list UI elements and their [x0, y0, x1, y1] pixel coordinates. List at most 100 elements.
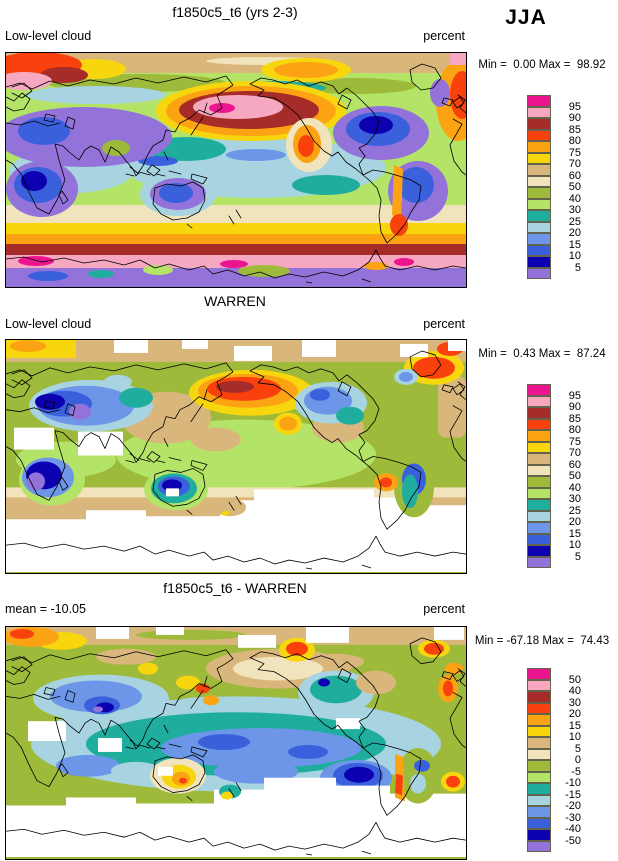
colorbar-segment: [527, 95, 551, 107]
season-label: JJA: [505, 6, 547, 29]
panel2-minmax: Min = 0.43 Max = 87.24: [478, 348, 606, 360]
panel3-header-row: mean = -10.05 rmse = 16.22 percent: [5, 602, 465, 658]
colorbar-segment: [527, 522, 551, 534]
colorbar-segment: [527, 545, 551, 557]
panel2-title: WARREN: [204, 293, 266, 309]
colorbar-segment: [527, 441, 551, 453]
colorbar-segment: [527, 679, 551, 691]
colorbar-tick-label: 95: [568, 100, 581, 113]
colorbar-segment: [527, 384, 551, 396]
colorbar-tick-label: 75: [568, 435, 581, 448]
colorbar-tick-label: 30: [568, 204, 581, 216]
colorbar-tick-label: 25: [568, 215, 581, 228]
colorbar-segment: [527, 395, 551, 407]
panel2-header-row: Low-level cloud mean= 43.49 percent: [5, 317, 465, 373]
colorbar-tick-label: -40: [565, 823, 581, 835]
colorbar-segment: [527, 737, 551, 749]
colorbar-segment: [527, 164, 551, 176]
colorbar-tick-label: 40: [568, 481, 581, 494]
colorbar-tick-label: 20: [568, 708, 581, 720]
colorbar-segment: [527, 256, 551, 268]
colorbar-segment: [527, 783, 551, 795]
panel3-difference-map: [5, 626, 467, 860]
colorbar-segment: [527, 233, 551, 245]
colorbar-segment: [527, 476, 551, 488]
colorbar-tick-label: -5: [571, 765, 581, 778]
colorbar-segment: [527, 840, 551, 852]
panel1-colorbar: 95 90 85 80 75 70 60 50 40 30 25 20 15 10 5: [527, 95, 587, 279]
colorbar-segment: [527, 702, 551, 714]
colorbar-segment: [527, 691, 551, 703]
colorbar-tick-label: 50: [568, 673, 581, 686]
colorbar-segment: [527, 794, 551, 806]
colorbar-tick-label: 60: [568, 169, 581, 182]
colorbar-tick-label: 50: [568, 181, 581, 193]
panel3-minmax: Min = -67.18 Max = 74.43: [474, 635, 610, 647]
colorbar-tick-label: 15: [568, 238, 581, 251]
colorbar-tick-label: 5: [574, 742, 581, 755]
colorbar-tick-label: 15: [568, 527, 581, 540]
panel2-units-label: percent: [423, 317, 465, 331]
colorbar-segment: [527, 771, 551, 783]
colorbar-tick-label: 5: [574, 550, 581, 563]
colorbar-tick-label: 20: [568, 516, 581, 528]
colorbar-tick-label: -30: [565, 811, 581, 824]
colorbar-segment: [527, 187, 551, 199]
colorbar-tick-label: 75: [568, 146, 581, 159]
colorbar-tick-label: 10: [568, 250, 581, 262]
colorbar-segment: [527, 407, 551, 419]
colorbar-tick-label: 80: [568, 424, 581, 436]
colorbar-segment: [527, 829, 551, 841]
colorbar-segment: [527, 510, 551, 522]
colorbar-tick-label: 10: [568, 539, 581, 551]
colorbar-segment: [527, 152, 551, 164]
panel1-header-row: Low-level cloud mean= 33.44 percent: [5, 29, 465, 85]
colorbar-segment: [527, 198, 551, 210]
colorbar-segment: [527, 499, 551, 511]
colorbar-tick-label: 95: [568, 389, 581, 402]
colorbar-segment: [527, 221, 551, 233]
colorbar-segment: [527, 453, 551, 465]
colorbar-segment: [527, 760, 551, 772]
colorbar-segment: [527, 464, 551, 476]
colorbar-segment: [527, 267, 551, 279]
colorbar-tick-label: 40: [568, 685, 581, 697]
colorbar-tick-label: 80: [568, 135, 581, 147]
colorbar-tick-label: -15: [565, 788, 581, 801]
colorbar-tick-label: 50: [568, 470, 581, 482]
colorbar-segment: [527, 118, 551, 130]
colorbar-tick-label: 60: [568, 458, 581, 471]
colorbar-tick-label: 25: [568, 504, 581, 517]
colorbar-segment: [527, 668, 551, 680]
colorbar-segment: [527, 106, 551, 118]
colorbar-segment: [527, 430, 551, 442]
panel1-variable-label: Low-level cloud: [5, 29, 92, 43]
colorbar-tick-label: -50: [565, 834, 581, 847]
panel2-variable-label: Low-level cloud: [5, 317, 92, 331]
colorbar-tick-label: 90: [568, 112, 581, 124]
colorbar-tick-label: 90: [568, 401, 581, 413]
colorbar-tick-label: -20: [565, 800, 581, 812]
panel3-colorbar: 50 40 30 20 15 10 5 0 -5 -10 -15 -20 -30 -40 -50: [527, 668, 587, 852]
colorbar-segment: [527, 806, 551, 818]
panel2-colorbar: 95 90 85 80 75 70 60 50 40 30 25 20 15 10 5: [527, 384, 587, 568]
colorbar-segment: [527, 748, 551, 760]
panel1-contour-map: [5, 52, 467, 288]
colorbar-segment: [527, 817, 551, 829]
colorbar-segment: [527, 210, 551, 222]
colorbar-tick-label: 85: [568, 412, 581, 425]
colorbar-tick-label: 30: [568, 696, 581, 709]
panel2-contour-map: [5, 339, 467, 574]
panel3-title: f1850c5_t6 - WARREN: [163, 580, 307, 596]
colorbar-segment: [527, 418, 551, 430]
colorbar-segment: [527, 129, 551, 141]
colorbar-tick-label: -10: [565, 777, 581, 789]
panel1-title: f1850c5_t6 (yrs 2-3): [172, 4, 298, 20]
colorbar-segment: [527, 487, 551, 499]
colorbar-tick-label: 15: [568, 719, 581, 732]
colorbar-tick-label: 10: [568, 731, 581, 743]
colorbar-segment: [527, 175, 551, 187]
colorbar-segment: [527, 725, 551, 737]
colorbar-tick-label: 30: [568, 493, 581, 505]
